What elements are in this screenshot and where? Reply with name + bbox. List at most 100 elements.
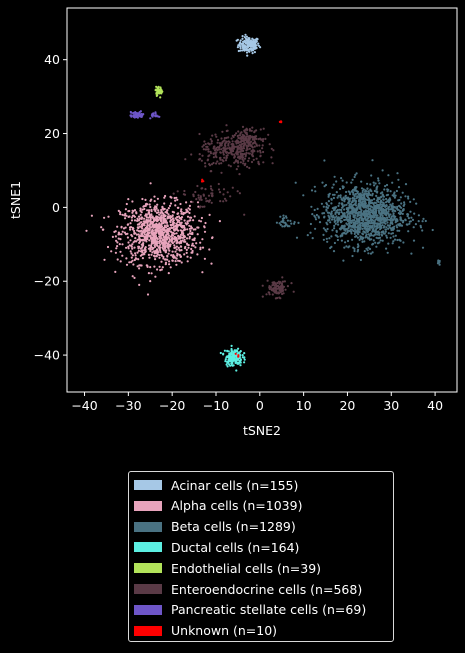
data-point [262,127,265,130]
data-point [238,44,241,47]
data-point [169,266,172,269]
data-point [124,217,127,220]
data-point [252,158,255,161]
data-point [353,247,356,250]
data-point [321,181,324,184]
data-point [183,253,186,256]
data-point [198,219,201,222]
data-point [220,162,223,165]
data-point [248,147,251,150]
data-point [172,254,175,257]
data-point [358,207,361,210]
data-point [348,192,352,196]
data-point [199,196,202,199]
data-point [358,221,361,224]
data-point [134,111,137,114]
data-point [192,195,195,198]
data-point [139,247,142,250]
data-point [281,225,284,228]
legend: Acinar cells (n=155) Alpha cells (n=1039)… [128,471,394,642]
data-point [356,195,359,198]
data-point [139,250,142,253]
data-point [409,210,412,213]
data-point [192,219,195,222]
data-point [179,223,182,226]
data-point [173,244,176,247]
data-point [279,215,282,218]
data-point [372,239,375,242]
data-point [187,233,190,236]
data-point [397,186,401,189]
data-point [368,234,371,237]
data-point [139,213,142,216]
data-point [159,243,162,246]
data-point [390,208,393,211]
data-point [357,218,360,221]
data-point [244,37,247,40]
data-point [227,140,230,143]
data-point [138,115,141,118]
data-point [328,192,331,195]
data-point [147,253,150,256]
data-point [212,152,215,155]
data-point [239,364,242,367]
data-point [233,153,236,156]
data-point [343,246,346,249]
data-point [196,226,199,229]
data-point [374,201,377,204]
data-point [141,245,144,248]
data-point [140,114,143,117]
data-point [377,205,380,208]
data-point [178,259,181,263]
data-point [169,235,173,238]
data-point [373,198,376,201]
data-point [231,153,234,156]
data-point [151,229,154,232]
data-point [154,228,157,231]
data-point [346,230,349,234]
data-point [326,206,329,209]
data-point [146,293,150,296]
data-point [200,187,203,190]
data-point [148,213,151,216]
data-point [361,227,364,230]
data-point [369,193,372,197]
data-point [365,221,368,224]
data-point [257,138,260,141]
data-point [313,185,316,188]
data-point [371,159,374,162]
data-point [160,214,163,217]
data-point [167,213,170,216]
data-point [223,349,226,352]
data-point [246,165,249,168]
data-point [231,186,234,189]
data-point [398,229,401,232]
data-point [243,213,246,216]
data-point [201,246,205,249]
data-point [164,250,167,254]
data-point [231,362,234,365]
data-point [218,220,221,223]
data-point [171,234,175,237]
data-point [257,42,260,45]
data-point [158,241,161,244]
data-point [157,209,160,212]
data-point [355,217,358,220]
data-point [360,215,363,218]
data-point [322,227,325,230]
data-point [244,33,247,36]
data-point [336,211,339,214]
data-point [309,222,312,226]
data-point [381,204,385,207]
data-point [391,222,394,225]
data-point [232,135,235,139]
data-point [293,222,296,225]
data-point [165,237,168,240]
data-point [129,110,132,114]
data-point [153,200,156,203]
data-point [385,236,389,239]
data-point [332,183,335,186]
data-point [380,195,383,198]
data-point [175,196,178,199]
